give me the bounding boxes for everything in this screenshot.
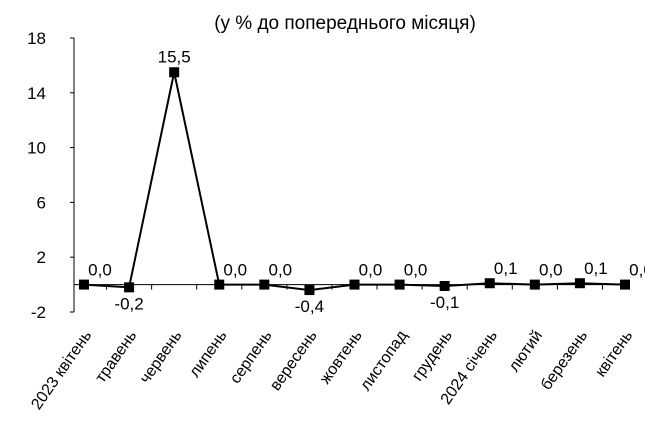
x-tick-label: грудень (409, 328, 456, 385)
x-tick-label: квітень (592, 328, 636, 381)
data-label: 0,0 (269, 261, 293, 280)
y-tick-label: 10 (27, 139, 46, 158)
data-label: 0,1 (584, 259, 608, 278)
data-labels: 0,0-0,215,50,0 0,0-0,40,0 0,0-0,10,1 0,0 0,1… (88, 47, 645, 316)
x-tick-label: 2023 квітень (28, 328, 95, 413)
y-tick-label: 14 (27, 84, 46, 103)
data-point (484, 278, 495, 289)
data-point (349, 279, 360, 290)
data-point (169, 67, 180, 78)
data-point (79, 279, 89, 290)
data-label: -0,1 (430, 293, 459, 312)
chart-title: (у % до попереднього місяця) (214, 13, 476, 34)
data-label: 0,0 (359, 261, 383, 280)
data-point (394, 279, 405, 290)
y-tick-label: 6 (37, 193, 46, 212)
x-tick-label: травень (92, 328, 140, 387)
data-label: 0,1 (494, 259, 518, 278)
y-tick-label: 2 (37, 248, 46, 267)
series-group (79, 67, 630, 296)
data-point (620, 279, 630, 290)
y-tick-label: 18 (27, 29, 46, 48)
x-tick-label: серпень (227, 328, 276, 387)
y-tick-label: -2 (31, 303, 46, 322)
data-label: -0,2 (114, 294, 143, 313)
data-point (439, 280, 450, 291)
data-point (214, 279, 225, 290)
data-point (124, 282, 135, 293)
data-point (259, 279, 270, 290)
x-tick-label: червень (137, 328, 186, 387)
data-label: -0,4 (295, 297, 324, 316)
x-tick-label: жовтень (317, 328, 366, 388)
data-label: 15,5 (158, 47, 191, 66)
data-point (529, 279, 540, 290)
data-label: 0,0 (404, 261, 428, 280)
data-label: 0,0 (223, 261, 247, 280)
data-point (304, 285, 315, 296)
data-label: 0,0 (539, 261, 563, 280)
data-label: 0,0 (88, 261, 112, 280)
data-label: 0,0 (629, 261, 645, 280)
x-tick-label: лютий (506, 328, 546, 376)
series-line (83, 72, 626, 292)
x-tick-label: липень (186, 328, 230, 381)
data-point (574, 278, 585, 289)
